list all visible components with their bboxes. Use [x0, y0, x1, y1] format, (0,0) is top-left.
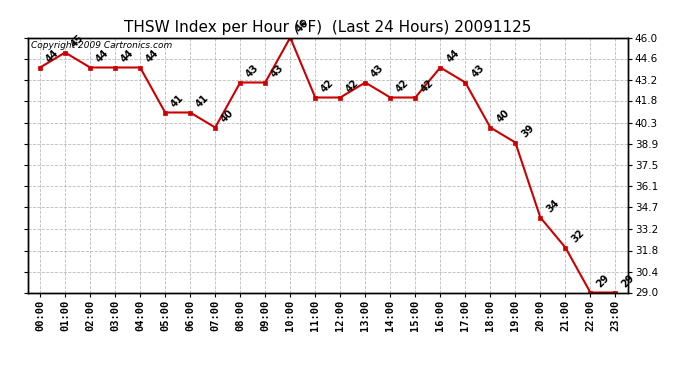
Text: 29: 29: [620, 273, 636, 290]
Text: 43: 43: [269, 63, 286, 80]
Text: 44: 44: [444, 48, 461, 65]
Text: 42: 42: [319, 78, 336, 95]
Text: 34: 34: [544, 198, 561, 215]
Text: 46: 46: [295, 18, 311, 35]
Text: Copyright 2009 Cartronics.com: Copyright 2009 Cartronics.com: [30, 41, 172, 50]
Text: 44: 44: [95, 48, 111, 65]
Text: 43: 43: [469, 63, 486, 80]
Text: 41: 41: [169, 93, 186, 110]
Title: THSW Index per Hour (°F)  (Last 24 Hours) 20091125: THSW Index per Hour (°F) (Last 24 Hours)…: [124, 20, 531, 35]
Text: 39: 39: [520, 123, 536, 140]
Text: 43: 43: [369, 63, 386, 80]
Text: 43: 43: [244, 63, 261, 80]
Text: 29: 29: [595, 273, 611, 290]
Text: 41: 41: [195, 93, 211, 110]
Text: 44: 44: [119, 48, 136, 65]
Text: 32: 32: [569, 228, 586, 245]
Text: 44: 44: [44, 48, 61, 65]
Text: 45: 45: [69, 33, 86, 50]
Text: 42: 42: [395, 78, 411, 95]
Text: 40: 40: [219, 108, 236, 125]
Text: 40: 40: [495, 108, 511, 125]
Text: 42: 42: [420, 78, 436, 95]
Text: 42: 42: [344, 78, 361, 95]
Text: 44: 44: [144, 48, 161, 65]
